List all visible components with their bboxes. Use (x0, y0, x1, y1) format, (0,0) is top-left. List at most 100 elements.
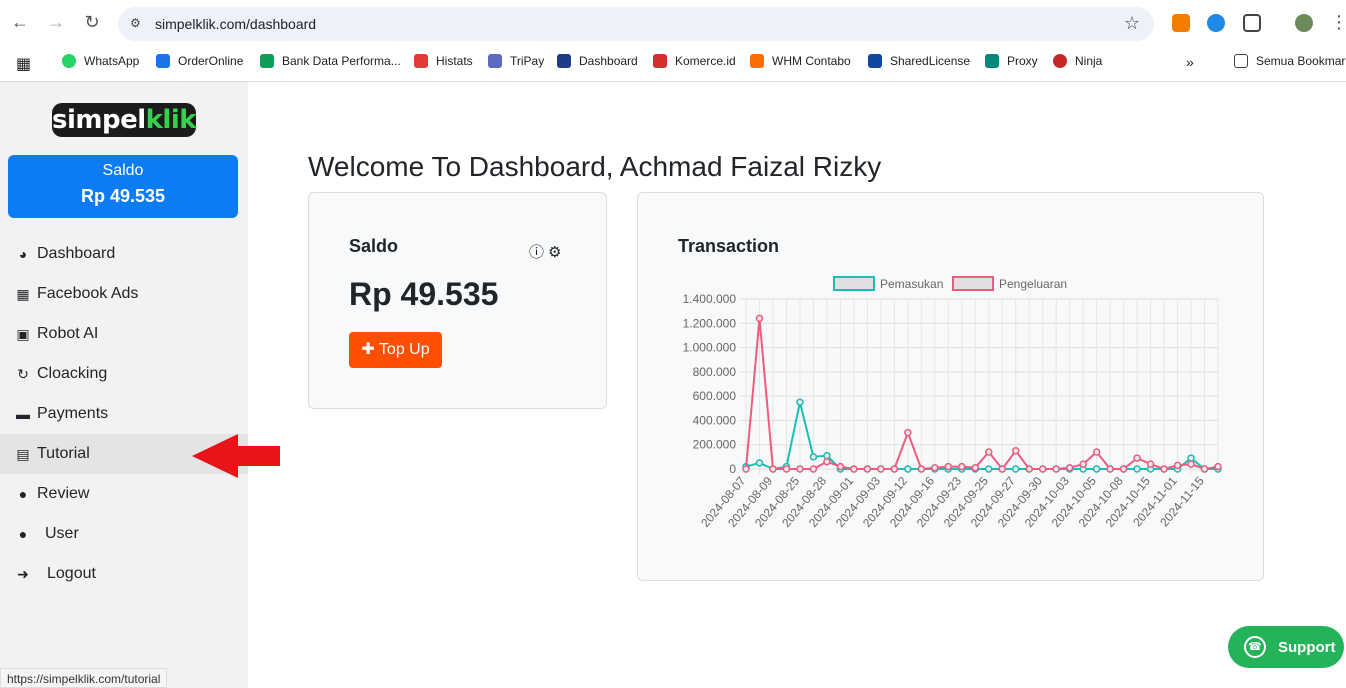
data-point (1065, 464, 1074, 472)
sidebar-item-review[interactable]: ● Review (0, 474, 248, 514)
sidebar-item-logout[interactable]: ➜ Logout (0, 554, 248, 594)
histats-icon (414, 54, 428, 68)
top-up-button[interactable]: ✚ Top Up (349, 332, 442, 368)
bookmark-item[interactable]: Dashboard (557, 54, 638, 68)
data-point (863, 465, 872, 473)
data-point (1038, 465, 1047, 473)
sidebar-item-label: Cloacking (37, 365, 108, 382)
data-point (1011, 447, 1020, 455)
site-info-icon[interactable]: ⚙ (130, 16, 141, 30)
data-point (877, 465, 885, 473)
bookmark-label: WHM Contabo (772, 54, 851, 68)
data-point (1052, 465, 1060, 473)
bookmark-label: Bank Data Performa... (282, 54, 401, 68)
bookmark-item[interactable]: Bank Data Performa... (260, 54, 401, 68)
logout-icon: ➜ (17, 565, 29, 582)
data-point (944, 462, 953, 471)
data-point (755, 314, 764, 323)
sidebar-item-label: Review (37, 485, 90, 502)
sidebar-item-user[interactable]: ● User (0, 514, 248, 554)
bookmark-item[interactable]: Ninja (1053, 54, 1102, 68)
data-point (769, 465, 777, 473)
sidebar-item-robot-ai[interactable]: ▣ Robot AI (0, 314, 248, 354)
robot-icon: ▣ (16, 325, 30, 342)
more-bookmarks-icon[interactable]: » (1186, 54, 1194, 70)
tripay-icon (488, 54, 502, 68)
bookmark-label: Komerce.id (675, 54, 736, 68)
data-point (971, 464, 980, 472)
bookmark-item[interactable]: Histats (414, 54, 473, 68)
data-point (998, 465, 1006, 473)
extension-gear-icon[interactable] (1207, 14, 1225, 32)
sidebar-item-payments[interactable]: ▬ Payments (0, 394, 248, 434)
top-up-label: Top Up (378, 341, 430, 358)
comment-icon: ● (18, 486, 28, 502)
legend-swatch (952, 276, 994, 291)
bookmark-label: Ninja (1075, 54, 1103, 68)
bookmark-item[interactable]: Proxy (985, 54, 1038, 68)
profile-avatar[interactable] (1295, 14, 1313, 32)
sidebar-item-dashboard[interactable]: ◕ Dashboard (0, 234, 248, 274)
data-point (836, 462, 845, 471)
sidebar-item-cloacking[interactable]: ↻ Cloacking (0, 354, 248, 394)
saldo-card-title: Saldo (349, 236, 399, 256)
dashboard-icon (557, 54, 571, 68)
bookmark-item[interactable]: SharedLicense (868, 54, 970, 68)
data-point (904, 465, 912, 473)
sidebar-item-label: Robot AI (37, 325, 99, 342)
bookmark-item[interactable]: Komerce.id (653, 54, 736, 68)
book-icon: ▤ (16, 445, 30, 462)
bookmark-item[interactable]: TriPay (488, 54, 544, 68)
extension-bag-icon[interactable] (1172, 14, 1190, 32)
data-point (796, 465, 804, 473)
sidebar-item-label: Dashboard (37, 245, 116, 262)
y-tick-label: 200.000 (693, 438, 737, 452)
user-icon: ● (18, 526, 28, 542)
y-tick-label: 800.000 (693, 365, 737, 379)
ad-icon: ▦ (16, 285, 30, 302)
menu-dots-icon[interactable]: ⋮ (1330, 12, 1346, 32)
info-icon[interactable]: ⓘ (529, 244, 549, 261)
red-arrow-annotation (192, 434, 280, 478)
address-bar[interactable]: ⚙ simpelklik.com/dashboard ☆ (118, 7, 1154, 41)
sidebar-item-label: User (45, 525, 79, 542)
data-point (984, 448, 993, 456)
data-point (850, 465, 858, 473)
transaction-chart: 0 200.000 400.000 600.000 800.000 1.000.000 1.… (683, 276, 1222, 530)
gear-icon[interactable]: ⚙ (548, 244, 566, 261)
data-point (782, 465, 791, 473)
y-tick-label: 0 (729, 462, 736, 476)
data-point (1133, 465, 1141, 473)
extensions-puzzle-icon[interactable] (1243, 14, 1261, 32)
bookmark-item[interactable]: WhatsApp (62, 54, 139, 68)
data-point (809, 453, 818, 461)
logo-text-a: simpel (52, 105, 146, 135)
back-icon[interactable]: ← (11, 12, 29, 32)
contabo-icon (750, 54, 764, 68)
apps-grid-icon[interactable]: ▦ (16, 56, 32, 73)
data-point (1106, 465, 1114, 473)
address-url[interactable]: simpelklik.com/dashboard (155, 16, 317, 32)
bookmark-item[interactable]: OrderOnline (156, 54, 243, 68)
data-point (1200, 465, 1209, 473)
y-tick-label: 1.000.000 (683, 341, 737, 355)
all-bookmarks-folder[interactable]: Semua Bookmark (1234, 54, 1346, 68)
sidebar-item-facebook-ads[interactable]: ▦ Facebook Ads (0, 274, 248, 314)
y-tick-label: 1.400.000 (683, 292, 737, 306)
data-point (984, 465, 993, 473)
transaction-title: Transaction (678, 236, 780, 256)
bookmark-label: OrderOnline (178, 54, 244, 68)
simpelklik-logo[interactable]: simpelklik (52, 103, 197, 137)
reload-icon[interactable]: ↻ (84, 12, 100, 32)
orderonline-icon (156, 54, 170, 68)
data-point (904, 428, 912, 437)
sidebar-item-label: Logout (47, 565, 96, 582)
bookmark-item[interactable]: WHM Contabo (750, 54, 851, 68)
bookmark-star-icon[interactable]: ☆ (1123, 13, 1140, 33)
transaction-card: Transaction 0 200.000 400.000 600.000 800.00… (637, 192, 1264, 581)
support-button[interactable]: ☎ Support (1228, 626, 1344, 668)
whatsapp-icon (62, 54, 76, 68)
forward-icon[interactable]: → (47, 12, 65, 32)
bookmark-label: TriPay (510, 54, 545, 68)
plus-icon: ✚ (361, 341, 379, 358)
